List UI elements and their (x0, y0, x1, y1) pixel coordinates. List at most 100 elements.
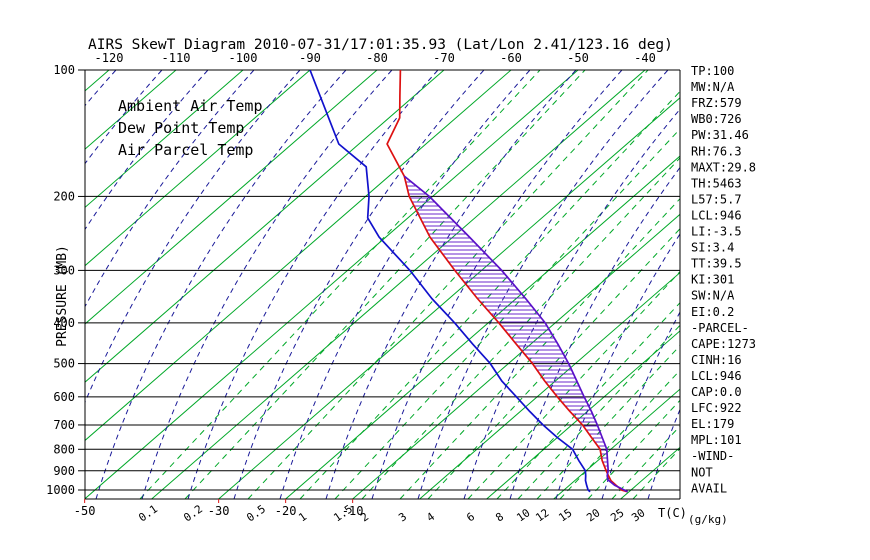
cape-hatched-region (404, 176, 609, 471)
isotherm-line (553, 388, 680, 499)
dry-adiabat-line (85, 70, 209, 231)
stat-line: MAXT:29.8 (691, 160, 756, 174)
dry-adiabat-line (187, 70, 439, 499)
pressure-tick-label: 400 (53, 316, 75, 330)
mixing-ratio-tick-label: 0.2 (181, 502, 205, 524)
top-temp-tick-label: -100 (229, 51, 258, 65)
dry-adiabat-line (95, 70, 347, 499)
bottom-temp-tick-label: -30 (208, 504, 230, 518)
bottom-temp-tick-label: -20 (275, 504, 297, 518)
top-temp-tick-label: -80 (366, 51, 388, 65)
grid-lines (0, 70, 680, 499)
top-temp-tick-label: -50 (567, 51, 589, 65)
stat-line: EI:0.2 (691, 305, 734, 319)
mixing-ratio-line (184, 70, 586, 499)
stat-line: WB0:726 (691, 112, 742, 126)
stat-line: -PARCEL- (691, 321, 749, 335)
axis-tick-labels: 100 200 300 400 500 600 700 800 900 1000 -120 -110 -… (46, 51, 656, 524)
mixing-ratio-unit-label: (g/kg) (688, 513, 728, 526)
stat-line: PW:31.46 (691, 128, 749, 142)
dry-adiabat-line (85, 70, 301, 404)
top-temp-tick-label: -110 (162, 51, 191, 65)
dry-adiabat-line (417, 70, 669, 499)
top-temp-tick-label: -70 (433, 51, 455, 65)
dry-adiabat-line (463, 108, 680, 499)
isotherm-line (85, 70, 378, 325)
stat-line: RH:76.3 (691, 144, 742, 158)
mixing-ratio-line (334, 128, 680, 499)
isotherm-line (85, 70, 244, 209)
mixing-ratio-tick-label: 10 (514, 506, 532, 524)
isotherm-line (85, 70, 445, 383)
dry-adiabat-line (85, 70, 255, 308)
curve-air-parcel-temp (403, 175, 629, 493)
mixing-ratio-tick-label: 8 (493, 510, 506, 524)
stat-line: CAPE:1273 (691, 337, 756, 351)
isotherm-line (85, 70, 311, 267)
stat-line: NOT (691, 465, 713, 479)
isotherm-line (85, 70, 177, 150)
stat-line: KI:301 (691, 273, 734, 287)
stat-line: LCL:946 (691, 208, 742, 222)
isotherm-line (0, 70, 42, 499)
pressure-tick-label: 100 (53, 63, 75, 77)
top-temp-tick-label: -60 (500, 51, 522, 65)
pressure-tick-label: 700 (53, 418, 75, 432)
dry-adiabat-line (325, 70, 577, 499)
top-temp-tick-label: -90 (299, 51, 321, 65)
isotherm-line (151, 70, 646, 499)
pressure-axis-label: PRESSURE (MB) (55, 245, 70, 347)
pressure-tick-label: 800 (53, 442, 75, 456)
legend-air-parcel-temp: Air Parcel Temp (118, 141, 253, 159)
stat-line: TT:39.5 (691, 257, 742, 271)
mixing-ratio-tick-label: 30 (629, 506, 647, 524)
mixing-ratio-tick-label: 20 (584, 506, 602, 524)
pressure-tick-label: 600 (53, 390, 75, 404)
stat-line: CINH:16 (691, 353, 742, 367)
isotherm-line (352, 213, 680, 499)
dry-adiabat-line (141, 70, 393, 499)
stat-line: MPL:101 (691, 433, 742, 447)
pressure-tick-label: 1000 (46, 483, 75, 497)
page-title: AIRS SkewT Diagram 2010-07-31/17:01:35.9… (88, 37, 673, 53)
mixing-ratio-tick-label: 6 (464, 510, 477, 524)
dry-adiabat-line (555, 233, 680, 499)
top-temp-tick-label: -120 (95, 51, 124, 65)
legend-ambient-air-temp: Ambient Air Temp (118, 97, 263, 115)
mixing-ratio-line (247, 70, 649, 499)
dry-adiabat-line (509, 166, 680, 499)
stat-line: EL:179 (691, 417, 734, 431)
mixing-ratio-tick-label: 15 (556, 506, 574, 524)
pressure-tick-label: 900 (53, 464, 75, 478)
isotherm-line (486, 330, 680, 499)
bottom-temp-tick-label: -50 (74, 504, 96, 518)
mixing-ratio-tick-label: 1 (296, 510, 309, 524)
mixing-ratio-line (632, 447, 680, 499)
stat-line: TH:5463 (691, 176, 742, 190)
stat-line: LI:-3.5 (691, 225, 742, 239)
stat-line: L57:5.7 (691, 192, 742, 206)
pressure-tick-label: 200 (53, 189, 75, 203)
pressure-tick-label: 300 (53, 263, 75, 277)
mixing-ratio-tick-label: 25 (608, 506, 626, 524)
mixing-ratio-line (299, 90, 680, 499)
temp-axis-unit-label: T(C) (658, 506, 687, 520)
mixing-ratio-tick-label: 0.1 (136, 502, 160, 524)
dry-adiabat-line (233, 70, 485, 499)
stat-line: TP:100 (691, 64, 734, 78)
mixing-ratio-tick-label: 4 (424, 510, 437, 525)
stat-line: SI:3.4 (691, 241, 734, 255)
mixing-ratio-tick-label: 0.5 (244, 502, 268, 524)
stat-line: CAP:0.0 (691, 385, 742, 399)
stat-line: FRZ:579 (691, 96, 742, 110)
isotherm-line (85, 70, 512, 442)
stat-line: AVAIL (691, 481, 727, 495)
stats-panel: TP:100 MW:N/A FRZ:579 WB0:726 PW:31.46 RH:76.… (691, 64, 756, 495)
stat-line: LCL:946 (691, 369, 742, 383)
sounding-curves (309, 70, 629, 493)
stat-line: MW:N/A (691, 80, 735, 94)
curve-dew-point-temp (309, 70, 591, 493)
top-temp-tick-label: -40 (634, 51, 656, 65)
pressure-tick-label: 500 (53, 357, 75, 371)
mixing-ratio-tick-label: 3 (396, 510, 409, 524)
